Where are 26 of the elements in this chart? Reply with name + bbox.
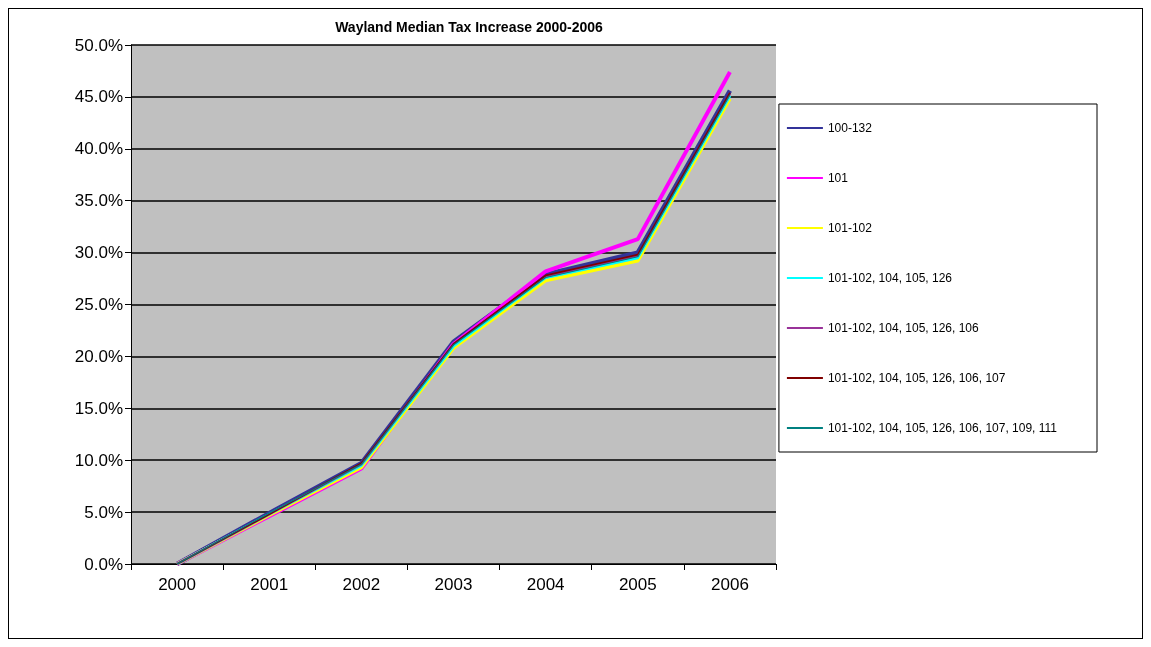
x-tick-label: 2006 [711, 575, 749, 594]
y-tick-label: 45.0% [74, 87, 123, 107]
x-tick-label: 2004 [526, 575, 565, 594]
x-tick-label: 2001 [250, 575, 289, 594]
x-tick-label: 2003 [434, 575, 473, 594]
y-tick-label: 20.0% [74, 346, 123, 366]
y-tick-label: 30.0% [74, 243, 123, 263]
legend-label: 101-102, 104, 105, 126 [827, 271, 953, 285]
x-tick-label: 2002 [342, 575, 381, 594]
legend-label: 101-102, 104, 105, 126, 106, 107 [827, 371, 1006, 385]
legend-label: 101-102, 104, 105, 126, 106 [827, 321, 980, 335]
y-tick-label: 40.0% [74, 139, 123, 159]
chart-title: Wayland Median Tax Increase 2000-2006 [335, 19, 604, 35]
legend-label: 101 [827, 171, 849, 185]
legend-label: 101-102 [827, 221, 873, 235]
y-tick-label: 10.0% [74, 450, 123, 470]
x-tick-label: 2005 [618, 575, 657, 594]
y-tick-label: 15.0% [74, 398, 123, 418]
y-tick-label: 0.0% [84, 554, 123, 574]
y-tick-label: 35.0% [74, 191, 123, 211]
legend-label: 100-132 [827, 121, 873, 135]
legend-label: 101-102, 104, 105, 126, 106, 107, 109, 111 [827, 421, 1058, 435]
y-tick-label: 5.0% [84, 502, 123, 522]
y-tick-label: 50.0% [74, 35, 123, 55]
x-tick-label: 2000 [158, 575, 196, 594]
y-tick-label: 25.0% [74, 295, 123, 314]
